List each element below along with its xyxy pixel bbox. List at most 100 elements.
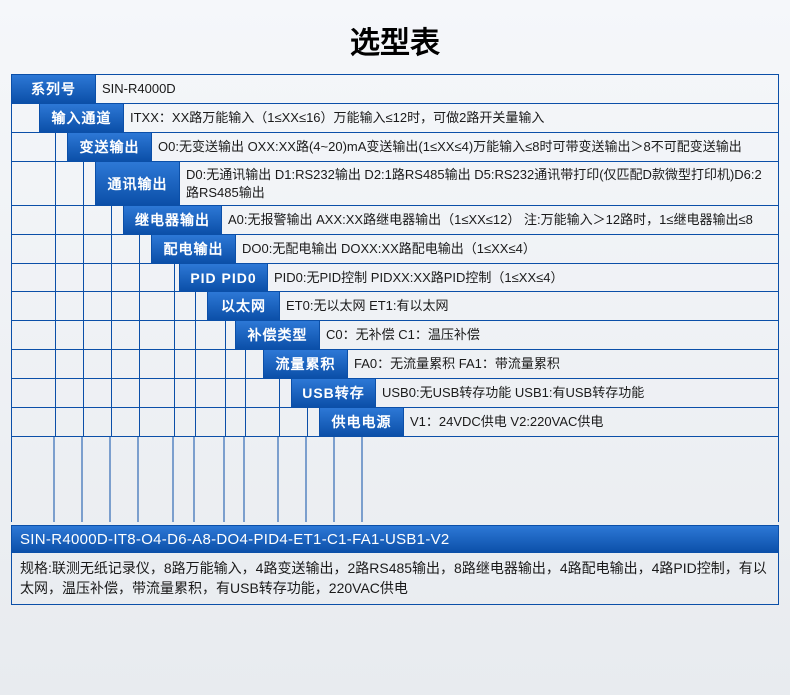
cascade-vline [174, 408, 175, 436]
cascade-vline [225, 321, 226, 349]
row-description: D0:无通讯输出 D1:RS232输出 D2:1路RS485输出 D5:RS23… [180, 162, 778, 205]
spec-row: 供电电源V1：24VDC供电 V2:220VAC供电 [12, 408, 778, 436]
cascade-vline [83, 235, 84, 263]
cascade-vline [245, 379, 246, 407]
cascade-vline [111, 408, 112, 436]
cascade-vline [55, 206, 56, 234]
cascade-vline [139, 292, 140, 320]
cascade-vline [83, 292, 84, 320]
row-description: ITXX：XX路万能输入（1≤XX≤16）万能输入≤12时，可做2路开关量输入 [124, 104, 778, 132]
row-indent [12, 206, 124, 234]
cascade-vline [139, 235, 140, 263]
row-label: 继电器输出 [124, 206, 222, 234]
row-label: 以太网 [208, 292, 280, 320]
cascade-vline [279, 408, 280, 436]
row-description: DO0:无配电输出 DOXX:XX路配电输出（1≤XX≤4） [236, 235, 778, 263]
cascade-vline [245, 350, 246, 378]
spec-row: 通讯输出D0:无通讯输出 D1:RS232输出 D2:1路RS485输出 D5:… [12, 162, 778, 206]
row-description: PID0:无PID控制 PIDXX:XX路PID控制（1≤XX≤4） [268, 264, 778, 291]
row-indent [12, 133, 68, 161]
cascade-vline [55, 292, 56, 320]
cascade-vline [83, 162, 84, 205]
cascade-vline [55, 350, 56, 378]
cascade-vline [55, 235, 56, 263]
row-description: A0:无报警输出 AXX:XX路继电器输出（1≤XX≤12） 注:万能输入＞12… [222, 206, 778, 234]
cascade-vline [139, 408, 140, 436]
cascade-vline [83, 408, 84, 436]
cascade-vline [139, 264, 140, 291]
row-label: 系列号 [12, 75, 96, 103]
cascade-vline [195, 379, 196, 407]
cascade-vline [111, 264, 112, 291]
row-description: V1：24VDC供电 V2:220VAC供电 [404, 408, 778, 436]
row-indent [12, 321, 236, 349]
cascade-vline [55, 408, 56, 436]
cascade-vline [83, 379, 84, 407]
cascade-vline [83, 206, 84, 234]
page-title: 选型表 [0, 0, 790, 74]
spec-row: 补偿类型C0：无补偿 C1：温压补偿 [12, 321, 778, 350]
cascade-vline [139, 379, 140, 407]
cascade-vline [111, 350, 112, 378]
cascade-vline [55, 379, 56, 407]
cascade-vline [174, 379, 175, 407]
row-description: ET0:无以太网 ET1:有以太网 [280, 292, 778, 320]
cascade-vline [279, 379, 280, 407]
row-indent [12, 235, 152, 263]
cascade-vline [307, 408, 308, 436]
cascade-vline [55, 133, 56, 161]
cascade-vline [195, 321, 196, 349]
row-description: FA0：无流量累积 FA1：带流量累积 [348, 350, 778, 378]
cascade-vline [139, 321, 140, 349]
row-indent [12, 104, 40, 132]
spec-row: PID PID0PID0:无PID控制 PIDXX:XX路PID控制（1≤XX≤… [12, 264, 778, 292]
cascade-vline [111, 321, 112, 349]
spec-row: USB转存USB0:无USB转存功能 USB1:有USB转存功能 [12, 379, 778, 408]
cascade-vline [55, 321, 56, 349]
cascade-vline [174, 292, 175, 320]
spec-row: 流量累积FA0：无流量累积 FA1：带流量累积 [12, 350, 778, 379]
cascade-vline [225, 379, 226, 407]
row-label: PID PID0 [180, 264, 268, 291]
row-description: USB0:无USB转存功能 USB1:有USB转存功能 [376, 379, 778, 407]
row-label: 通讯输出 [96, 162, 180, 205]
row-label: 补偿类型 [236, 321, 320, 349]
example-block: SIN-R4000D-IT8-O4-D6-A8-DO4-PID4-ET1-C1-… [11, 525, 779, 605]
cascade-vline [83, 350, 84, 378]
spec-row: 配电输出DO0:无配电输出 DOXX:XX路配电输出（1≤XX≤4） [12, 235, 778, 264]
cascade-vline [195, 350, 196, 378]
spec-row: 系列号SIN-R4000D [12, 75, 778, 104]
row-indent [12, 162, 96, 205]
row-indent [12, 350, 264, 378]
cascade-vline [111, 206, 112, 234]
spec-row: 变送输出O0:无变送输出 OXX:XX路(4~20)mA变送输出(1≤XX≤4)… [12, 133, 778, 162]
row-label: 变送输出 [68, 133, 152, 161]
cascade-vline [111, 379, 112, 407]
cascade-vline [55, 264, 56, 291]
cascade-vline [55, 162, 56, 205]
row-label: 流量累积 [264, 350, 348, 378]
cascade-vline [139, 350, 140, 378]
row-indent [12, 408, 320, 436]
selection-table: 系列号SIN-R4000D输入通道ITXX：XX路万能输入（1≤XX≤16）万能… [11, 74, 779, 437]
spec-row: 继电器输出A0:无报警输出 AXX:XX路继电器输出（1≤XX≤12） 注:万能… [12, 206, 778, 235]
cascade-vline [111, 292, 112, 320]
cascade-vline [174, 264, 175, 291]
connector-area [11, 437, 779, 522]
row-label: 输入通道 [40, 104, 124, 132]
cascade-vline [174, 321, 175, 349]
row-indent [12, 264, 180, 291]
example-spec-text: 规格:联测无纸记录仪，8路万能输入，4路变送输出，2路RS485输出，8路继电器… [12, 553, 778, 604]
cascade-vline [245, 408, 246, 436]
spec-row: 输入通道ITXX：XX路万能输入（1≤XX≤16）万能输入≤12时，可做2路开关… [12, 104, 778, 133]
row-label: 配电输出 [152, 235, 236, 263]
cascade-vline [174, 350, 175, 378]
row-description: SIN-R4000D [96, 75, 778, 103]
cascade-vline [83, 321, 84, 349]
row-label: 供电电源 [320, 408, 404, 436]
row-description: O0:无变送输出 OXX:XX路(4~20)mA变送输出(1≤XX≤4)万能输入… [152, 133, 778, 161]
cascade-vline [195, 292, 196, 320]
row-indent [12, 292, 208, 320]
spec-row: 以太网ET0:无以太网 ET1:有以太网 [12, 292, 778, 321]
cascade-vline [83, 264, 84, 291]
